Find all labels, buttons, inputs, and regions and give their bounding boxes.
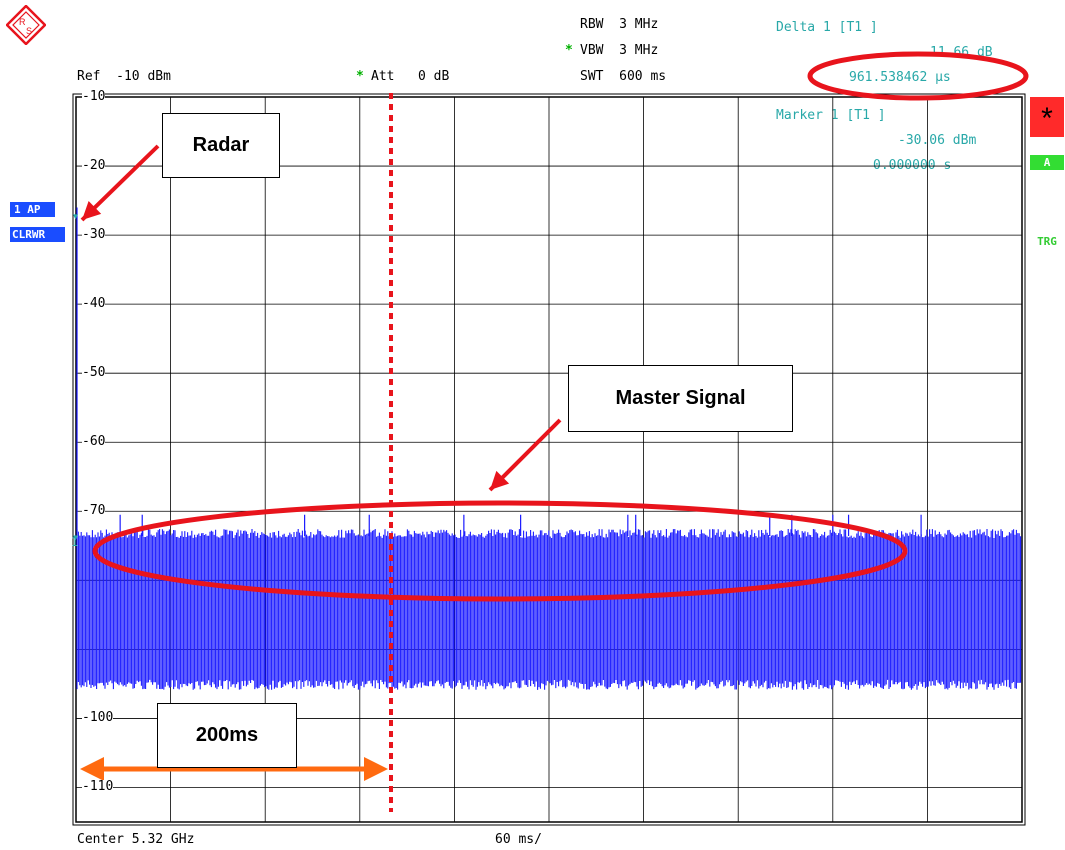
y-tick-label: -110 [82,779,114,795]
y-tick-label: -60 [82,434,106,450]
y-tick-label: -30 [82,227,106,243]
reference-level: Ref -10 dBm [77,69,171,84]
master-signal-callout: Master Signal [568,365,793,432]
marker1-triangle [73,214,78,220]
marker1-level: -30.06 dBm [898,133,977,148]
attenuation-star: * [356,69,364,84]
y-tick-label: -70 [82,503,106,519]
master-signal-arrow-head [490,470,510,490]
y-tick-label: -20 [82,158,106,174]
vbw-star: * [565,43,573,58]
duration-arrow-right-head [364,757,388,781]
duration-callout: 200ms [157,703,297,768]
trace-mode-badge: 1 AP [10,202,55,217]
rohde-schwarz-logo: R S [6,5,46,45]
marker1-time: 0.000000 s [873,158,952,173]
attenuation: Att 0 dB [371,69,450,84]
delta-marker-triangle [73,535,78,541]
plot-outer-frame [72,93,1026,826]
radar-arrow-head [82,200,102,220]
trace-a-badge: A [1030,155,1064,170]
time-highlight-ellipse [807,51,1029,101]
y-tick-label: -50 [82,365,106,381]
radar-callout: Radar [162,113,280,178]
delta-marker-title: Delta 1 [T1 ] [776,20,878,35]
duration-arrow-left-head [80,757,104,781]
trace-noise-band [76,529,1022,690]
unsaved-star-badge: * [1030,97,1064,137]
marker1-title: Marker 1 [T1 ] [776,108,886,123]
y-tick-label: -10 [82,89,106,104]
trigger-badge: TRG [1037,235,1057,248]
svg-text:R: R [19,17,26,27]
vbw-setting: VBW 3 MHz [580,43,659,58]
marker1-label-top: 1 [71,535,79,549]
svg-text:S: S [26,26,32,36]
master-signal-ellipse [92,500,908,602]
time-per-division: 60 ms/ [495,832,542,847]
y-tick-label: -100 [82,710,114,726]
sweep-time: SWT 600 ms [580,69,667,84]
center-frequency: Center 5.32 GHz [77,832,195,847]
rbw-setting: RBW 3 MHz [580,17,659,32]
trace-type-badge: CLRWR [10,227,65,242]
delta-marker-time: 961.538462 µs [849,70,951,85]
y-tick-label: -40 [82,296,106,312]
